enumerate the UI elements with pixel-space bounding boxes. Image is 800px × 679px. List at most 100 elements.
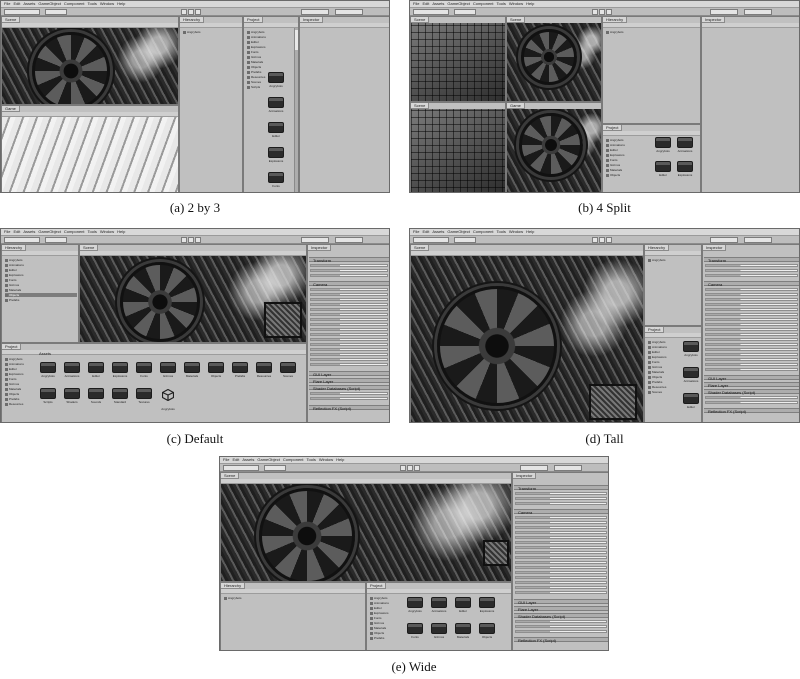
inspector-field[interactable]	[705, 308, 798, 311]
layers-dropdown[interactable]	[520, 465, 548, 471]
project-folder[interactable]: Objects	[247, 65, 261, 69]
game-viewport[interactable]	[507, 109, 601, 192]
menu-gameobject[interactable]: GameObject	[447, 1, 470, 6]
inspector-field[interactable]	[310, 358, 388, 361]
menu-assets[interactable]: Assets	[432, 1, 445, 6]
inspector-field[interactable]	[310, 392, 388, 395]
scene-viewport[interactable]	[221, 484, 511, 581]
project-folder[interactable]: Gizmos	[648, 365, 662, 369]
menu-edit[interactable]: Edit	[13, 1, 21, 6]
menu-window[interactable]: Window	[99, 229, 115, 234]
inspector-field[interactable]	[310, 353, 388, 356]
tab-hierarchy[interactable]: Hierarchy	[221, 583, 246, 589]
inspector-field[interactable]	[310, 264, 388, 267]
asset-tile[interactable]: Angrybots	[268, 72, 284, 88]
project-folder[interactable]: Scenes	[648, 390, 662, 394]
menu-assets[interactable]: Assets	[242, 457, 255, 462]
project-folder[interactable]: Angrybots	[247, 30, 265, 34]
inspector-field[interactable]	[705, 313, 798, 316]
asset-tile[interactable]: Fonts	[407, 623, 423, 639]
asset-tile[interactable]: Animations	[268, 97, 284, 113]
menu-tools[interactable]: Tools	[306, 457, 316, 462]
project-folder[interactable]: Angrybots	[5, 357, 23, 361]
inspector-field[interactable]	[705, 269, 798, 272]
project-folder[interactable]: Explosions	[5, 372, 24, 376]
menu-file[interactable]: File	[4, 1, 11, 6]
project-folder[interactable]: Animations	[5, 362, 24, 366]
menu-component[interactable]: Component	[63, 229, 85, 234]
menu-window[interactable]: Window	[508, 1, 524, 6]
asset-tile[interactable]: Fonts	[136, 362, 152, 378]
project-folder[interactable]: Scripts	[247, 85, 260, 89]
scene-viewport[interactable]	[2, 28, 178, 104]
menu-tools[interactable]: Tools	[87, 1, 97, 6]
asset-tile[interactable]: Fonts	[268, 172, 284, 188]
menu-help[interactable]: Help	[117, 1, 126, 6]
tab-hierarchy[interactable]: Hierarchy	[645, 245, 670, 251]
inspector-field[interactable]	[705, 353, 798, 356]
inspector-field[interactable]	[705, 323, 798, 326]
inspector-field[interactable]	[515, 497, 607, 500]
menu-assets[interactable]: Assets	[432, 229, 445, 234]
play-controls[interactable]	[592, 237, 612, 243]
project-folder[interactable]: Angrybots	[370, 596, 388, 600]
menu-edit[interactable]: Edit	[422, 1, 430, 6]
asset-tile[interactable]: Explosions	[479, 597, 495, 613]
inspector-field[interactable]	[705, 328, 798, 331]
tab-scene[interactable]: Scene	[221, 473, 240, 479]
layout-dropdown[interactable]	[744, 237, 772, 243]
tab-inspector[interactable]: Inspector	[300, 17, 324, 23]
tab-project[interactable]: Project	[367, 583, 387, 589]
tab-scene[interactable]: Scene	[80, 245, 99, 251]
asset-tile[interactable]: Explosions	[268, 147, 284, 163]
flare-layer-section[interactable]: Flare Layer	[309, 378, 389, 384]
layers-dropdown[interactable]	[301, 237, 329, 243]
asset-tile[interactable]: Editor	[88, 362, 104, 378]
camera-section[interactable]: Camera	[309, 281, 389, 287]
pivot-toggle[interactable]	[45, 9, 67, 15]
tab-project[interactable]: Project	[2, 344, 22, 350]
project-folder[interactable]: Animations	[247, 35, 266, 39]
shader-db-section[interactable]: Shader Databases (Script)	[704, 389, 799, 395]
project-folder[interactable]: Gizmos	[5, 382, 19, 386]
tab-hierarchy[interactable]: Hierarchy	[603, 17, 628, 23]
asset-tile[interactable]: Angrybots	[407, 597, 423, 613]
asset-tile[interactable]: Animations	[677, 137, 693, 153]
reflection-fx-section[interactable]: Reflection FX (Script)	[309, 405, 389, 411]
inspector-field[interactable]	[515, 630, 607, 633]
inspector-field[interactable]	[310, 397, 388, 400]
scene-viewport[interactable]	[411, 256, 643, 422]
asset-tile-scene[interactable]: Angrybots	[160, 388, 176, 411]
menu-tools[interactable]: Tools	[496, 1, 506, 6]
inspector-field[interactable]	[515, 551, 607, 554]
hierarchy-item[interactable]: Editor	[5, 268, 17, 272]
menu-component[interactable]: Component	[472, 229, 494, 234]
transform-tools[interactable]	[413, 9, 449, 15]
hierarchy-item[interactable]: Fonts	[5, 278, 17, 282]
layers-dropdown[interactable]	[710, 9, 738, 15]
transform-tools[interactable]	[4, 9, 40, 15]
inspector-field[interactable]	[310, 298, 388, 301]
menu-file[interactable]: File	[4, 229, 11, 234]
asset-tile[interactable]: Scenes	[280, 362, 296, 378]
asset-tile[interactable]: Animations	[431, 597, 447, 613]
inspector-field[interactable]	[705, 264, 798, 267]
pivot-toggle[interactable]	[454, 237, 476, 243]
hierarchy-item[interactable]: Explosions	[5, 273, 24, 277]
hierarchy-item[interactable]: Angrybots	[606, 30, 624, 34]
project-folder[interactable]: Materials	[606, 168, 622, 172]
play-controls[interactable]	[181, 9, 201, 15]
hierarchy-item[interactable]: Angrybots	[5, 258, 23, 262]
inspector-field[interactable]	[705, 338, 798, 341]
menu-component[interactable]: Component	[282, 457, 304, 462]
inspector-field[interactable]	[515, 526, 607, 529]
transform-tools[interactable]	[223, 465, 259, 471]
inspector-field[interactable]	[515, 502, 607, 505]
layers-dropdown[interactable]	[710, 237, 738, 243]
inspector-field[interactable]	[310, 348, 388, 351]
tab-scene[interactable]: Scene	[411, 103, 430, 109]
inspector-field[interactable]	[310, 308, 388, 311]
inspector-field[interactable]	[310, 269, 388, 272]
asset-tile[interactable]: Prefabs	[232, 362, 248, 378]
gui-layer-section[interactable]: GUI Layer	[309, 371, 389, 377]
